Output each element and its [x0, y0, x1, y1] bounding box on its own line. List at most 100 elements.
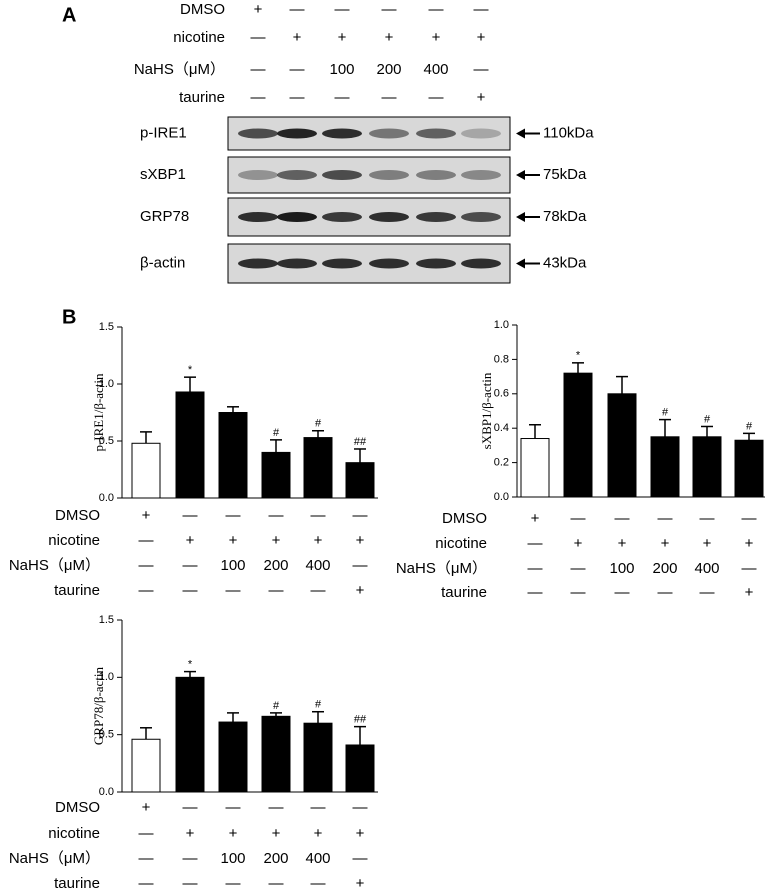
treatment-mark: + — [432, 29, 441, 46]
treatment-label: taurine — [54, 875, 100, 892]
bar — [303, 722, 333, 793]
significance: ## — [354, 714, 367, 726]
treatment-mark: — — [528, 584, 543, 601]
treatment-mark: — — [226, 582, 241, 599]
bar — [218, 721, 248, 793]
treatment-mark: 400 — [423, 61, 448, 78]
treatment-mark: 100 — [220, 557, 245, 574]
bar — [345, 462, 375, 499]
blot-size: 75kDa — [543, 166, 587, 183]
y-tick-label: 0.2 — [494, 457, 509, 469]
treatment-mark: — — [528, 560, 543, 577]
treatment-mark: — — [474, 61, 489, 78]
significance: ## — [354, 436, 367, 448]
y-tick-label: 0.0 — [494, 491, 509, 503]
treatment-mark: — — [183, 507, 198, 524]
treatment-mark: 200 — [376, 61, 401, 78]
treatment-label: taurine — [54, 582, 100, 599]
treatment-label: DMSO — [55, 507, 100, 524]
y-tick-label: 1.0 — [99, 378, 114, 390]
treatment-mark: — — [742, 510, 757, 527]
treatment-mark: — — [742, 560, 757, 577]
treatment-label: NaHS（μM） — [9, 557, 100, 574]
blot-band — [369, 170, 409, 180]
treatment-mark: + — [229, 532, 238, 549]
blot-name: GRP78 — [140, 208, 189, 225]
significance: # — [662, 407, 669, 419]
blot-band — [369, 128, 409, 139]
treatment-mark: — — [269, 582, 284, 599]
y-tick-label: 0.8 — [494, 353, 509, 365]
blot-band — [416, 212, 456, 222]
blot-name: sXBP1 — [140, 166, 186, 183]
treatment-mark: + — [142, 799, 151, 816]
blot-band — [277, 258, 317, 269]
bar — [175, 676, 205, 793]
blot-band — [416, 128, 456, 139]
treatment-mark: — — [269, 799, 284, 816]
arrowhead — [516, 128, 525, 139]
treatment-mark: 100 — [609, 560, 634, 577]
y-axis-label: p-IRE1/β-actin — [91, 373, 106, 452]
treatment-mark: — — [528, 535, 543, 552]
treatment-mark: — — [183, 557, 198, 574]
treatment-label: nicotine — [173, 29, 225, 46]
significance: # — [315, 418, 322, 430]
treatment-mark: 200 — [652, 560, 677, 577]
treatment-mark: + — [293, 29, 302, 46]
blot-band — [277, 212, 317, 222]
treatment-label: NaHS（μM） — [134, 61, 225, 78]
treatment-mark: + — [338, 29, 347, 46]
treatment-mark: + — [229, 825, 238, 842]
bar — [131, 738, 161, 793]
treatment-mark: — — [269, 507, 284, 524]
treatment-mark: + — [142, 507, 151, 524]
panel-label: B — [62, 306, 76, 328]
treatment-mark: — — [139, 532, 154, 549]
treatment-mark: + — [272, 532, 281, 549]
blot-band — [322, 170, 362, 180]
treatment-mark: — — [139, 582, 154, 599]
treatment-mark: — — [353, 799, 368, 816]
blot-band — [461, 212, 501, 222]
treatment-mark: — — [571, 560, 586, 577]
blot-band — [461, 170, 501, 180]
treatment-mark: — — [139, 875, 154, 892]
treatment-label: DMSO — [442, 510, 487, 527]
treatment-mark: + — [356, 532, 365, 549]
treatment-mark: — — [311, 507, 326, 524]
treatment-label: taurine — [179, 89, 225, 106]
y-tick-label: 0.5 — [99, 729, 114, 741]
treatment-mark: + — [661, 535, 670, 552]
treatment-label: DMSO — [180, 1, 225, 18]
blot-name: β-actin — [140, 254, 185, 271]
significance: # — [315, 699, 322, 711]
treatment-mark: — — [226, 507, 241, 524]
treatment-mark: — — [335, 1, 350, 18]
blot-band — [238, 170, 278, 180]
blot-band — [461, 258, 501, 269]
treatment-mark: — — [139, 557, 154, 574]
blot-band — [238, 128, 278, 139]
treatment-mark: — — [269, 875, 284, 892]
significance: * — [188, 364, 193, 376]
bar — [607, 393, 637, 498]
treatment-mark: — — [429, 89, 444, 106]
bar — [650, 436, 680, 498]
blot-band — [238, 212, 278, 222]
blot-band — [277, 128, 317, 139]
bar — [175, 391, 205, 499]
treatment-mark: — — [700, 584, 715, 601]
treatment-mark: — — [615, 510, 630, 527]
treatment-mark: 400 — [305, 850, 330, 867]
arrowhead — [516, 212, 525, 222]
bar — [131, 442, 161, 499]
treatment-mark: 100 — [329, 61, 354, 78]
blot-band — [277, 170, 317, 180]
treatment-mark: — — [353, 850, 368, 867]
bar — [563, 372, 593, 498]
y-tick-label: 0.4 — [494, 422, 509, 434]
treatment-mark: — — [615, 584, 630, 601]
treatment-mark: + — [314, 825, 323, 842]
